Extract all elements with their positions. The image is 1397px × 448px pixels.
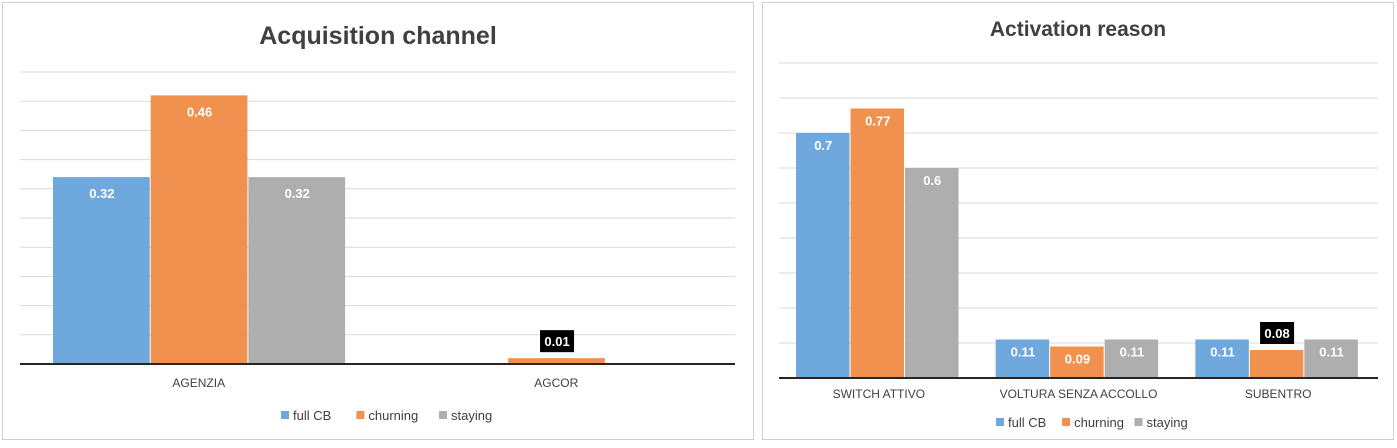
bar-full-cb-switch-attivo [796,133,850,378]
data-label-box [540,330,575,353]
legend-swatch-churning [356,411,365,419]
activation-reason-svg: Activation reason 0.7 0.77 0.6 SWITCH ATTIVO… [779,18,1378,430]
data-label: 0.08 [1264,326,1289,341]
data-label: 0.7 [814,138,832,153]
legend-swatch-staying [439,411,447,419]
legend-swatch-full-cb [996,418,1004,426]
data-label: 0.46 [187,104,212,119]
chart-title: Activation reason [990,18,1166,41]
category-label: SWITCH ATTIVO [833,387,925,401]
legend-swatch-churning [1062,418,1071,426]
category-label: SUBENTRO [1245,387,1312,401]
data-label: 0.09 [1065,352,1090,367]
legend-swatch-staying [1134,418,1143,426]
legend-label-churning: churning [368,408,418,423]
data-label: 0.6 [923,173,941,188]
data-label: 0.32 [89,186,114,201]
bar-staying-subentro [1304,339,1358,378]
legend-label-staying: staying [451,408,492,423]
acquisition-channel-chart: Acquisition channel 0.32 0.46 0.32 AGENZIA 0.… [2,2,754,440]
data-label: 0.11 [1319,345,1344,360]
category-label: AGENZIA [172,376,225,390]
bar-churning-agcor [508,358,605,364]
data-label: 0.77 [865,114,890,129]
bar-churning-subentro [1249,350,1304,378]
bar-full-cb-subentro [1195,339,1249,378]
bar-staying-agenzia [248,177,346,364]
data-label-box [1260,322,1295,344]
data-label: 0.11 [1210,345,1235,360]
legend-label-full-cb: full CB [1008,415,1046,430]
data-label: 0.01 [544,334,569,349]
legend-label-staying: staying [1147,415,1188,430]
bar-churning-switch-attivo [850,108,904,378]
bar-full-cb-agenzia [53,177,150,364]
bar-churning-voltura-senza-accollo [1050,346,1104,378]
bar-staying-switch-attivo [905,168,959,378]
category-label: VOLTURA SENZA ACCOLLO [1000,387,1158,401]
category-label: AGCOR [534,376,578,390]
legend-label-full-cb: full CB [293,408,331,423]
bar-full-cb-voltura-senza-accollo [995,339,1050,378]
bar-churning-agenzia [150,95,248,365]
bar-staying-voltura-senza-accollo [1104,339,1159,378]
data-label: 0.32 [285,186,310,201]
chart-title: Acquisition channel [259,22,497,50]
activation-reason-chart: Activation reason 0.7 0.77 0.6 SWITCH ATTIVO… [762,2,1394,440]
acquisition-channel-svg: Acquisition channel 0.32 0.46 0.32 AGENZIA 0.… [20,22,735,423]
data-label: 0.11 [1011,345,1036,360]
legend-label-churning: churning [1074,415,1124,430]
data-label: 0.11 [1120,345,1145,360]
legend-swatch-full-cb [281,411,289,419]
